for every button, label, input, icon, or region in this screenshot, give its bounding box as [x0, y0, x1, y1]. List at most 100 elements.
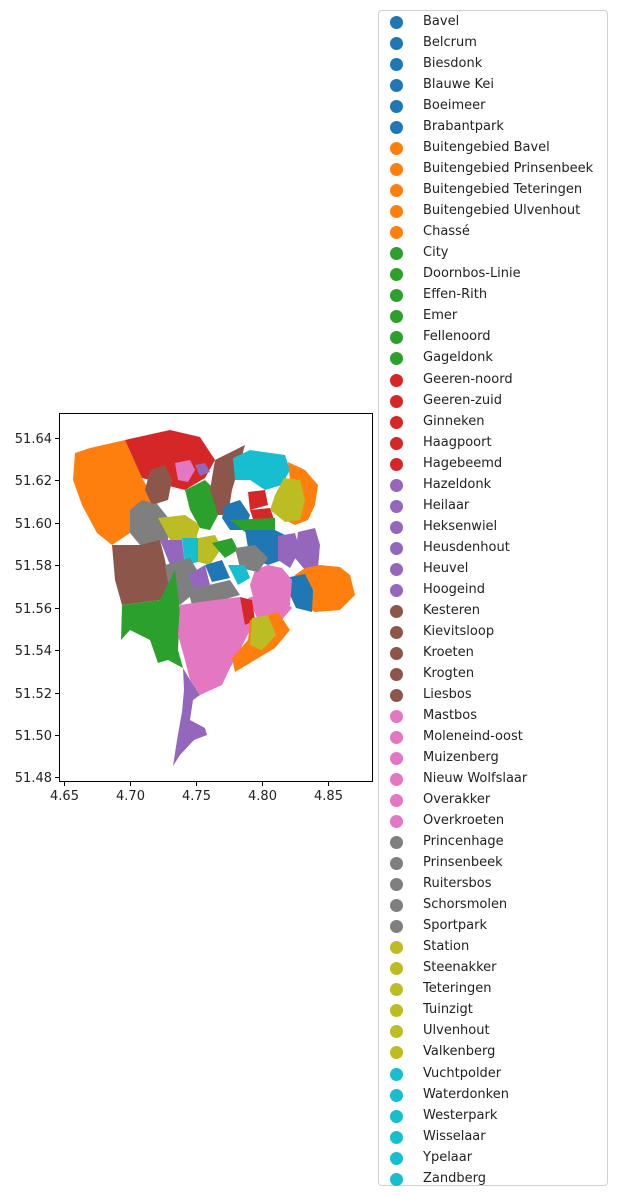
legend-label: Boeimeer [423, 98, 486, 114]
legend-marker-icon [390, 857, 403, 871]
legend-entry: Prinsenbeek [379, 853, 607, 874]
y-tick-label: 51.48 [15, 771, 52, 786]
legend-label: Overakker [423, 792, 491, 808]
x-tick-label: 4.70 [116, 789, 145, 804]
legend-entry: Princenhage [379, 832, 607, 853]
legend-marker-icon [390, 1025, 403, 1039]
legend-label: Station [423, 939, 470, 955]
legend-label: Vuchtpolder [423, 1065, 502, 1081]
legend-marker-icon [390, 1067, 403, 1081]
legend-label: Hazeldonk [423, 476, 492, 492]
legend-marker-icon [390, 163, 403, 177]
legend-entry: Geeren-noord [379, 370, 607, 391]
legend-marker-icon [390, 373, 403, 387]
legend-marker-icon [390, 310, 403, 324]
legend-entry: Buitengebied Bavel [379, 138, 607, 159]
legend-label: Effen-Rith [423, 287, 488, 303]
legend-label: Overkroeten [423, 813, 505, 829]
region-buitengebied-prinsenbeek [73, 440, 158, 545]
region-zandberg [233, 450, 290, 490]
legend-label: Schorsmolen [423, 897, 508, 913]
legend-entry: Gageldonk [379, 348, 607, 369]
x-tick-label: 4.75 [182, 789, 211, 804]
legend-marker-icon [390, 878, 403, 892]
legend-marker-icon [390, 520, 403, 534]
legend-label: Liesbos [423, 686, 472, 702]
region-boeimeer [205, 560, 230, 582]
region-heilaar [195, 463, 210, 476]
x-tick-label: 4.85 [314, 789, 343, 804]
region-ulvenhout [250, 615, 276, 650]
legend-entry: Heusdenhout [379, 538, 607, 559]
legend-entry: Overakker [379, 790, 607, 811]
region-geeren-noord [248, 490, 268, 510]
x-axis: 4.65 4.70 4.75 4.80 4.85 [50, 782, 343, 804]
legend-label: Muizenberg [423, 750, 499, 766]
legend-label: Steenakker [423, 960, 497, 976]
legend-label: Ulvenhout [423, 1023, 490, 1039]
y-tick-label: 51.56 [15, 602, 52, 617]
y-tick-label: 51.60 [15, 517, 52, 532]
region-westerpark [182, 538, 198, 565]
legend-marker-icon [390, 604, 403, 618]
legend-label: Gageldonk [423, 350, 493, 366]
region-sportpark [188, 580, 240, 605]
legend-marker-icon [390, 1109, 403, 1123]
legend-marker-icon [390, 37, 403, 51]
legend-entry: Hazeldonk [379, 475, 607, 496]
legend-label: Zandberg [423, 1170, 486, 1186]
region-ypelaar [228, 565, 250, 585]
legend-label: Nieuw Wolfslaar [423, 771, 528, 787]
legend-entry: Effen-Rith [379, 285, 607, 306]
legend-marker-icon [390, 499, 403, 513]
legend-entry: Heilaar [379, 496, 607, 517]
legend-label: Ginneken [423, 413, 485, 429]
y-tick-label: 51.64 [15, 432, 52, 447]
legend-marker-icon [390, 667, 403, 681]
x-tick-label: 4.65 [50, 789, 79, 804]
legend-label: Valkenberg [423, 1044, 496, 1060]
legend-marker-icon [390, 752, 403, 766]
legend-label: Heuvel [423, 560, 469, 576]
legend-marker-icon [390, 899, 403, 913]
legend-entry: Ruitersbos [379, 874, 607, 895]
legend-marker-icon [390, 79, 403, 93]
legend-entry: Bavel [379, 12, 607, 33]
legend-label: Heilaar [423, 497, 470, 513]
legend-entry: Moleneind-oost [379, 727, 607, 748]
legend-marker-icon [390, 1004, 403, 1018]
legend-label: Doornbos-Linie [423, 266, 521, 282]
legend-label: Belcrum [423, 35, 477, 51]
legend-marker-icon [390, 58, 403, 72]
legend-label: Kroeten [423, 644, 474, 660]
legend-entry: Ginneken [379, 412, 607, 433]
legend-entry: City [379, 243, 607, 264]
legend-marker-icon [390, 1151, 403, 1165]
legend-entry: Schorsmolen [379, 895, 607, 916]
legend-label: Bavel [423, 14, 460, 29]
legend-label: Mastbos [423, 707, 478, 723]
map-figure: 4.65 4.70 4.75 4.80 4.85 51.64 51.62 51.… [15, 413, 373, 804]
legend-marker-icon [390, 331, 403, 345]
legend-label: Haagpoort [423, 434, 492, 450]
legend-entry: Boeimeer [379, 96, 607, 117]
region-heuvel [188, 565, 210, 590]
legend-entry: Station [379, 937, 607, 958]
region-princenhage [130, 500, 170, 545]
legend-entry: Krogten [379, 664, 607, 685]
legend-entry: Hoogeind [379, 580, 607, 601]
legend-label: Sportpark [423, 918, 487, 934]
legend-marker-icon [390, 436, 403, 450]
legend-entry: Hagebeemd [379, 454, 607, 475]
legend-label: City [423, 245, 449, 261]
legend-entry: Blauwe Kei [379, 75, 607, 96]
legend-entry: Buitengebied Teteringen [379, 180, 607, 201]
legend-marker-icon [390, 646, 403, 660]
legend-label: Hagebeemd [423, 455, 503, 471]
legend-marker-icon [390, 205, 403, 219]
legend-label: Emer [423, 308, 458, 324]
legend-label: Moleneind-oost [423, 729, 523, 745]
legend-marker-icon [390, 100, 403, 114]
legend-marker-icon [390, 415, 403, 429]
legend-marker-icon [390, 352, 403, 366]
